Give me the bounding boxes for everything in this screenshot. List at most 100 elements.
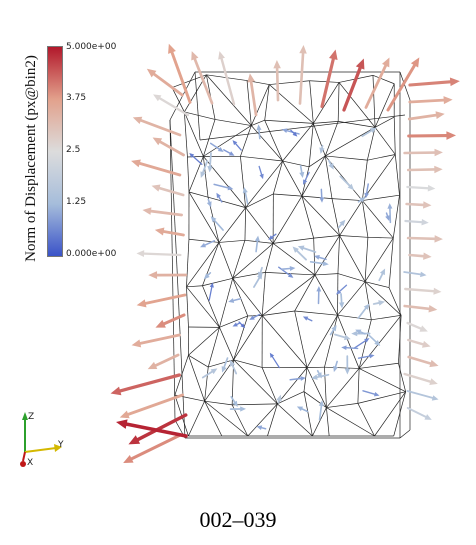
displacement-arrowhead xyxy=(232,400,238,407)
displacement-arrowhead xyxy=(344,368,351,375)
displacement-arrowhead xyxy=(210,368,218,375)
displacement-arrowhead xyxy=(434,165,443,174)
displacement-arrowhead xyxy=(206,201,212,208)
displacement-arrow xyxy=(260,426,267,430)
displacement-arrowhead xyxy=(369,353,375,359)
y-axis-arrowhead xyxy=(54,444,62,452)
displacement-arrow xyxy=(298,52,305,105)
displacement-arrow xyxy=(327,159,332,166)
z-axis-label: Z xyxy=(28,412,35,422)
displacement-arrowhead xyxy=(249,315,255,320)
displacement-arrow xyxy=(170,50,192,104)
displacement-arrow xyxy=(364,64,388,109)
x-axis-label: X xyxy=(27,458,34,468)
displacement-arrowhead xyxy=(200,171,206,179)
displacement-arrow xyxy=(316,373,330,379)
displacement-arrow xyxy=(318,405,323,421)
displacement-arrowhead xyxy=(300,376,306,381)
displacement-arrowhead xyxy=(299,45,307,54)
displacement-arrowhead xyxy=(136,250,145,258)
displacement-arrowhead xyxy=(433,287,442,295)
displacement-arrowhead xyxy=(297,245,305,251)
displacement-arrow xyxy=(357,199,362,203)
displacement-arrow xyxy=(158,140,185,157)
displacement-arrowhead xyxy=(423,252,432,260)
displacement-arrowhead xyxy=(322,261,329,267)
displacement-arrow xyxy=(408,80,452,87)
displacement-arrow xyxy=(357,307,367,320)
displacement-arrow xyxy=(406,236,436,241)
displacement-arrowhead xyxy=(228,298,235,303)
displacement-arrow xyxy=(255,240,259,253)
displacement-arrowhead xyxy=(369,127,377,134)
x-axis-arrowhead xyxy=(20,461,26,467)
displacement-arrow xyxy=(193,57,214,105)
displacement-arrow xyxy=(236,322,241,326)
displacement-arrow xyxy=(357,355,371,359)
displacement-arrowhead xyxy=(207,166,213,173)
displacement-arrowhead xyxy=(142,207,152,215)
displacement-arrow xyxy=(334,360,338,368)
displacement-arrow xyxy=(213,219,224,231)
displacement-arrow xyxy=(403,304,431,311)
displacement-arrow xyxy=(406,168,436,172)
displacement-arrowhead xyxy=(131,339,142,348)
colorbar-tick-max: 5.000e+00 xyxy=(66,42,117,52)
displacement-arrowhead xyxy=(434,148,443,157)
displacement-arrowhead xyxy=(257,272,263,280)
displacement-arrowhead xyxy=(347,183,355,191)
displacement-arrowhead xyxy=(200,242,207,248)
displacement-field-view xyxy=(110,43,460,463)
displacement-arrowhead xyxy=(154,227,165,236)
displacement-arrowhead xyxy=(189,152,195,158)
displacement-arrowhead xyxy=(217,146,224,152)
displacement-arrow xyxy=(230,395,236,403)
displacement-arrowhead xyxy=(269,352,275,358)
displacement-arrow xyxy=(299,165,303,174)
displacement-arrow xyxy=(406,390,434,399)
displacement-arrow xyxy=(378,273,384,282)
displacement-arrowhead xyxy=(338,302,345,309)
displacement-arrow xyxy=(345,346,359,350)
displacement-arrow xyxy=(334,333,346,339)
displacement-arrow xyxy=(403,271,422,276)
displacement-arrowhead xyxy=(240,323,246,329)
displacement-arrow xyxy=(289,377,302,381)
displacement-arrow xyxy=(223,357,229,368)
displacement-arrowhead xyxy=(429,378,438,386)
displacement-arrowhead xyxy=(147,361,158,370)
displacement-arrow xyxy=(407,113,438,121)
displacement-arrow xyxy=(124,422,188,438)
displacement-arrowhead xyxy=(431,395,439,401)
displacement-arrowhead xyxy=(151,184,161,192)
displacement-arrowhead xyxy=(421,219,429,226)
displacement-arrowhead xyxy=(419,325,428,332)
displacement-arrow xyxy=(408,98,446,104)
orientation-axes-triad xyxy=(20,412,62,467)
displacement-arrowhead xyxy=(218,51,225,60)
displacement-arrowhead xyxy=(153,94,162,102)
displacement-arrowhead xyxy=(339,219,346,227)
displacement-arrow xyxy=(218,196,223,203)
displacement-arrowhead xyxy=(216,192,221,199)
displacement-arrowhead xyxy=(316,286,322,292)
displacement-arrowhead xyxy=(209,282,214,288)
y-axis-label: Y xyxy=(58,440,64,450)
displacement-arrowhead xyxy=(203,273,210,280)
displacement-arrow xyxy=(275,66,280,102)
displacement-arrow xyxy=(258,129,261,140)
displacement-arrow xyxy=(290,129,295,135)
displacement-arrow xyxy=(139,119,182,137)
displacement-arrow xyxy=(152,72,184,97)
displacement-arrowhead xyxy=(410,57,420,68)
displacement-arrowhead xyxy=(110,386,122,396)
displacement-arrowhead xyxy=(333,365,338,373)
displacement-arrow xyxy=(258,165,263,176)
displacement-arrowhead xyxy=(424,414,432,420)
displacement-arrow xyxy=(407,338,425,346)
displacement-arrow xyxy=(403,372,432,383)
displacement-arrowhead xyxy=(296,406,304,412)
colorbar xyxy=(47,46,63,257)
displacement-arrowhead xyxy=(247,73,256,83)
displacement-arrowhead xyxy=(128,435,141,445)
